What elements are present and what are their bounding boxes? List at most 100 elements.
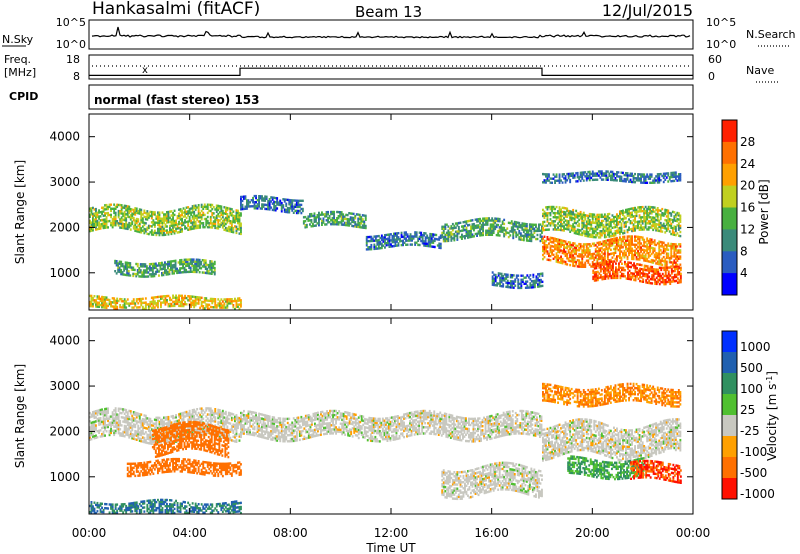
heatmap-cell: [297, 201, 300, 204]
heatmap-cell: [185, 260, 187, 263]
heatmap-cell: [108, 415, 111, 418]
heatmap-cell: [646, 213, 649, 217]
heatmap-cell: [578, 249, 581, 252]
heatmap-cell: [640, 263, 643, 267]
heatmap-cell: [482, 231, 484, 235]
heatmap-cell: [670, 255, 673, 258]
heatmap-cell: [158, 221, 161, 224]
heatmap-cell: [672, 278, 675, 281]
heatmap-cell: [477, 220, 480, 223]
heatmap-cell: [99, 211, 102, 214]
heatmap-cell: [226, 213, 229, 216]
heatmap-cell: [198, 266, 201, 270]
heatmap-cell: [442, 231, 445, 235]
heatmap-cell: [581, 227, 584, 231]
heatmap-cell: [280, 210, 283, 213]
heatmap-cell: [522, 238, 525, 242]
heatmap-cell: [436, 244, 439, 247]
heatmap-cell: [157, 301, 159, 305]
heatmap-cell: [93, 214, 96, 217]
heatmap-cell: [155, 215, 158, 218]
heatmap-cell: [158, 231, 161, 235]
heatmap-cell: [457, 228, 460, 231]
heatmap-cell: [610, 266, 613, 269]
heatmap-cell: [352, 220, 355, 224]
heatmap-cell: [614, 249, 617, 252]
heatmap-cell: [661, 214, 664, 217]
heatmap-cell: [166, 294, 168, 298]
heatmap-cell: [668, 220, 671, 223]
heatmap-cell: [104, 411, 106, 415]
heatmap-cell: [190, 301, 193, 304]
heatmap-cell: [304, 226, 307, 229]
heatmap-cell: [558, 240, 561, 244]
heatmap-cell: [142, 271, 145, 274]
heatmap-cell: [643, 173, 646, 176]
heatmap-cell: [644, 249, 647, 252]
heatmap-cell: [557, 228, 559, 231]
heatmap-cell: [432, 233, 435, 236]
heatmap-cell: [177, 269, 180, 272]
heatmap-cell: [163, 301, 165, 304]
heatmap-cell: [253, 205, 256, 208]
heatmap-cell: [128, 211, 131, 215]
heatmap-cell: [637, 210, 639, 213]
heatmap-cell: [482, 225, 484, 229]
heatmap-cell: [521, 222, 524, 225]
heatmap-cell: [114, 224, 117, 227]
heatmap-cell: [138, 269, 141, 272]
heatmap-cell: [658, 209, 661, 212]
heatmap-cell: [143, 231, 146, 235]
heatmap-cell: [677, 173, 680, 176]
heatmap-cell: [638, 208, 641, 211]
heatmap-cell: [551, 253, 553, 256]
heatmap-cell: [246, 199, 248, 202]
heatmap-cell: [671, 231, 674, 234]
heatmap-cell: [172, 216, 174, 219]
heatmap-cell: [367, 248, 370, 251]
heatmap-cell: [312, 224, 314, 228]
heatmap-cell: [129, 430, 132, 433]
heatmap-cell: [543, 179, 546, 182]
heatmap-cell: [327, 212, 329, 216]
heatmap-cell: [92, 218, 94, 222]
heatmap-cell: [184, 215, 186, 218]
heatmap-cell: [500, 285, 503, 288]
heatmap-cell: [575, 260, 578, 264]
heatmap-cell: [188, 262, 191, 265]
heatmap-cell: [374, 239, 377, 242]
heatmap-cell: [318, 215, 320, 219]
heatmap-cell: [280, 201, 283, 205]
heatmap-cell: [119, 297, 122, 301]
heatmap-cell: [643, 179, 646, 182]
heatmap-cell: [567, 245, 570, 248]
heatmap-cell: [599, 249, 602, 252]
heatmap-cell: [619, 248, 621, 251]
heatmap-cell: [138, 275, 141, 278]
heatmap-cell: [488, 229, 490, 232]
heatmap-cell: [664, 268, 667, 271]
heatmap-cell: [634, 274, 637, 278]
heatmap-cell: [468, 232, 471, 235]
heatmap-cell: [123, 408, 126, 411]
heatmap-cell: [141, 217, 144, 220]
heatmap-cell: [663, 280, 666, 284]
heatmap-cell: [581, 213, 584, 216]
heatmap-cell: [563, 173, 565, 176]
heatmap-cell: [240, 202, 242, 205]
heatmap-cell: [120, 216, 123, 219]
heatmap-cell: [578, 233, 581, 236]
heatmap-cell: [142, 265, 145, 268]
heatmap-cell: [629, 243, 632, 246]
heatmap-cell: [253, 203, 256, 206]
heatmap-cell: [298, 199, 301, 202]
heatmap-cell: [113, 413, 116, 416]
heatmap-cell: [497, 219, 500, 223]
heatmap-cell: [584, 251, 587, 254]
heatmap-cell: [558, 244, 561, 248]
heatmap-cell: [606, 229, 609, 232]
heatmap-cell: [662, 251, 665, 255]
heatmap-cell: [144, 269, 147, 272]
heatmap-cell: [194, 208, 197, 211]
heatmap-cell: [237, 211, 239, 215]
